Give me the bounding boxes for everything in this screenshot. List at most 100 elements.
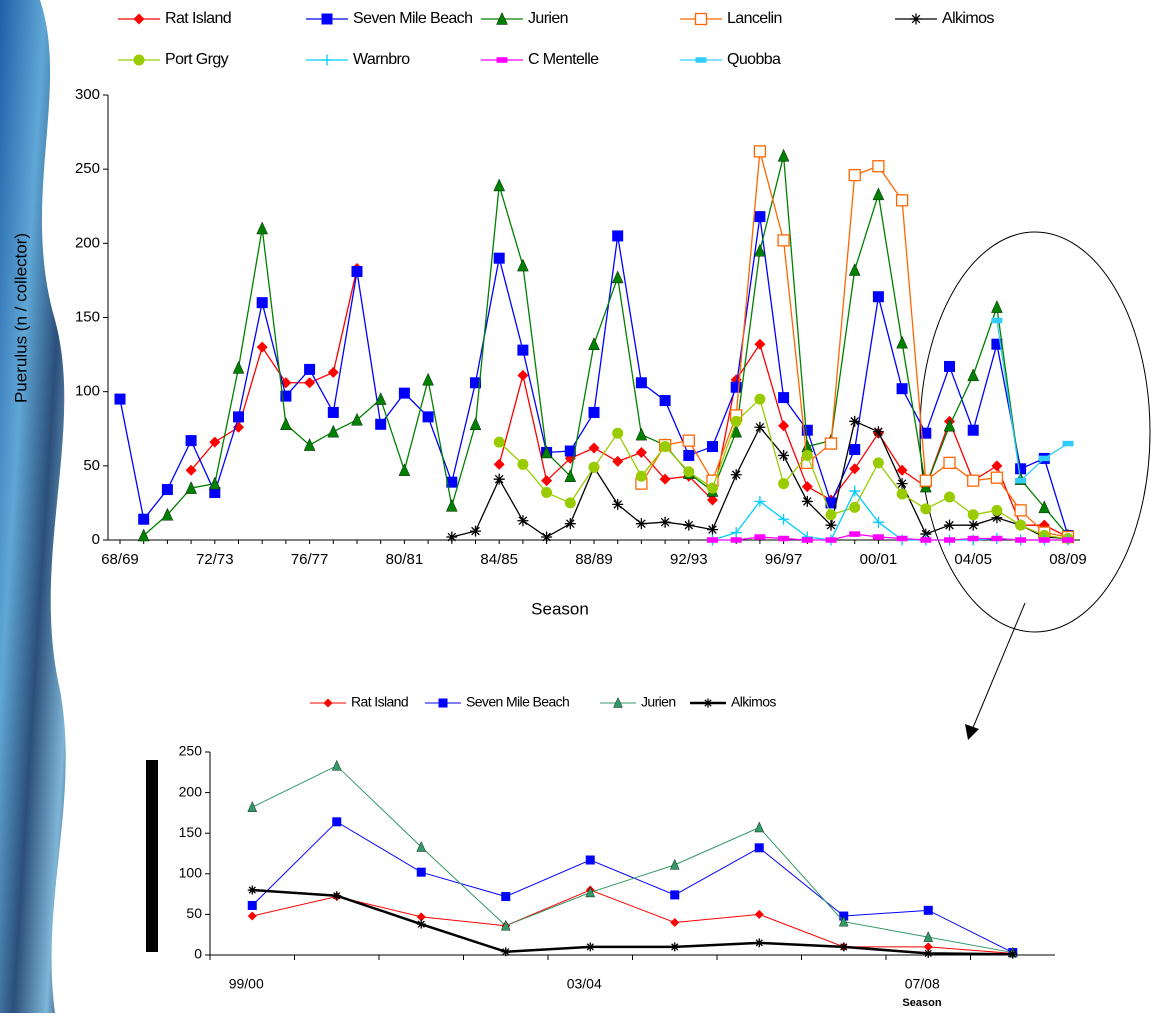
data-point [493,178,506,192]
legend-label: Seven Mile Beach [353,10,472,27]
data-point [1015,477,1027,484]
background-strip [0,0,66,1013]
data-point [730,424,743,438]
data-point [824,437,838,450]
data-point [585,886,596,898]
y-tick-label: 50 [83,457,100,474]
data-point [564,497,576,509]
data-point [303,438,316,451]
legend-label: Alkimos [731,694,776,710]
legend-marker [694,12,708,26]
data-point [896,464,908,476]
data-point [923,948,933,958]
y-tick-label: 150 [179,824,203,840]
y-tick-label: 100 [75,383,100,400]
data-point [967,368,980,382]
x-tick-label: 88/89 [575,551,613,568]
legend-label: Quobba [727,51,781,68]
data-point [753,145,767,158]
data-point [611,270,624,284]
data-point [754,243,766,257]
legend-marker [695,57,707,63]
data-point [635,470,647,482]
series-line [712,533,1068,541]
data-point [967,509,979,521]
x-axis-title: Season [531,599,589,618]
data-point [256,221,269,235]
legend-label: Jurien [528,10,568,27]
data-point [707,537,718,543]
data-point [635,377,647,389]
data-point [247,801,258,812]
data-point [256,341,268,353]
legend-marker [321,13,333,25]
data-point [920,528,932,540]
data-point [682,434,695,447]
data-point [398,387,410,399]
data-point [493,458,505,470]
legend-label: Jurien [641,694,676,710]
data-point [923,931,934,942]
y-tick-label: 250 [75,160,100,177]
data-point [247,885,257,895]
x-tick-label: 84/85 [480,551,518,568]
data-point [825,519,837,531]
data-point [896,488,908,500]
data-point [730,415,742,427]
data-point [398,463,411,476]
data-point [588,461,600,473]
data-point [944,537,955,543]
legend-label: Rat Island [351,694,408,710]
data-point [585,942,595,952]
data-point [849,444,861,456]
data-point [327,366,339,378]
data-point [991,504,1003,516]
data-point [872,291,884,303]
data-point [707,494,718,506]
data-point [541,475,553,487]
data-point [754,938,764,948]
legend-marker [910,13,922,25]
data-point [801,495,813,507]
data-point [493,473,505,485]
data-point [1038,455,1050,462]
x-tick-label: 03/04 [567,976,602,992]
data-point [967,474,980,487]
data-point [920,537,932,543]
data-point [896,535,908,542]
data-point [849,415,861,427]
y-tick-label: 250 [179,743,203,759]
data-point [754,495,766,507]
data-point [825,537,837,543]
data-point [422,411,434,423]
y-tick-label: 100 [179,865,203,881]
data-point [114,393,126,405]
x-tick-label: 04/05 [954,551,992,568]
data-point [778,449,790,461]
x-tick-label: 92/93 [670,551,708,568]
legend-label: Port Grgy [165,51,229,68]
x-tick-label: 99/00 [229,976,264,992]
data-point [872,534,884,540]
data-point [517,258,529,272]
data-point [707,524,718,536]
data-point [416,919,426,929]
series-line [640,151,1069,538]
data-point [470,525,481,537]
data-point [588,337,600,350]
series-line [252,765,1013,954]
data-point [612,230,624,242]
series-line [251,821,1013,954]
data-point [967,424,979,436]
series-line [996,320,1069,482]
data-point [161,484,173,496]
data-point [872,516,884,528]
data-point [848,168,861,182]
arrow-head [965,724,979,740]
data-point [501,892,511,902]
data-point [967,535,979,542]
data-point [1062,537,1074,543]
y-tick-label: 0 [194,946,202,962]
data-point [564,469,577,482]
